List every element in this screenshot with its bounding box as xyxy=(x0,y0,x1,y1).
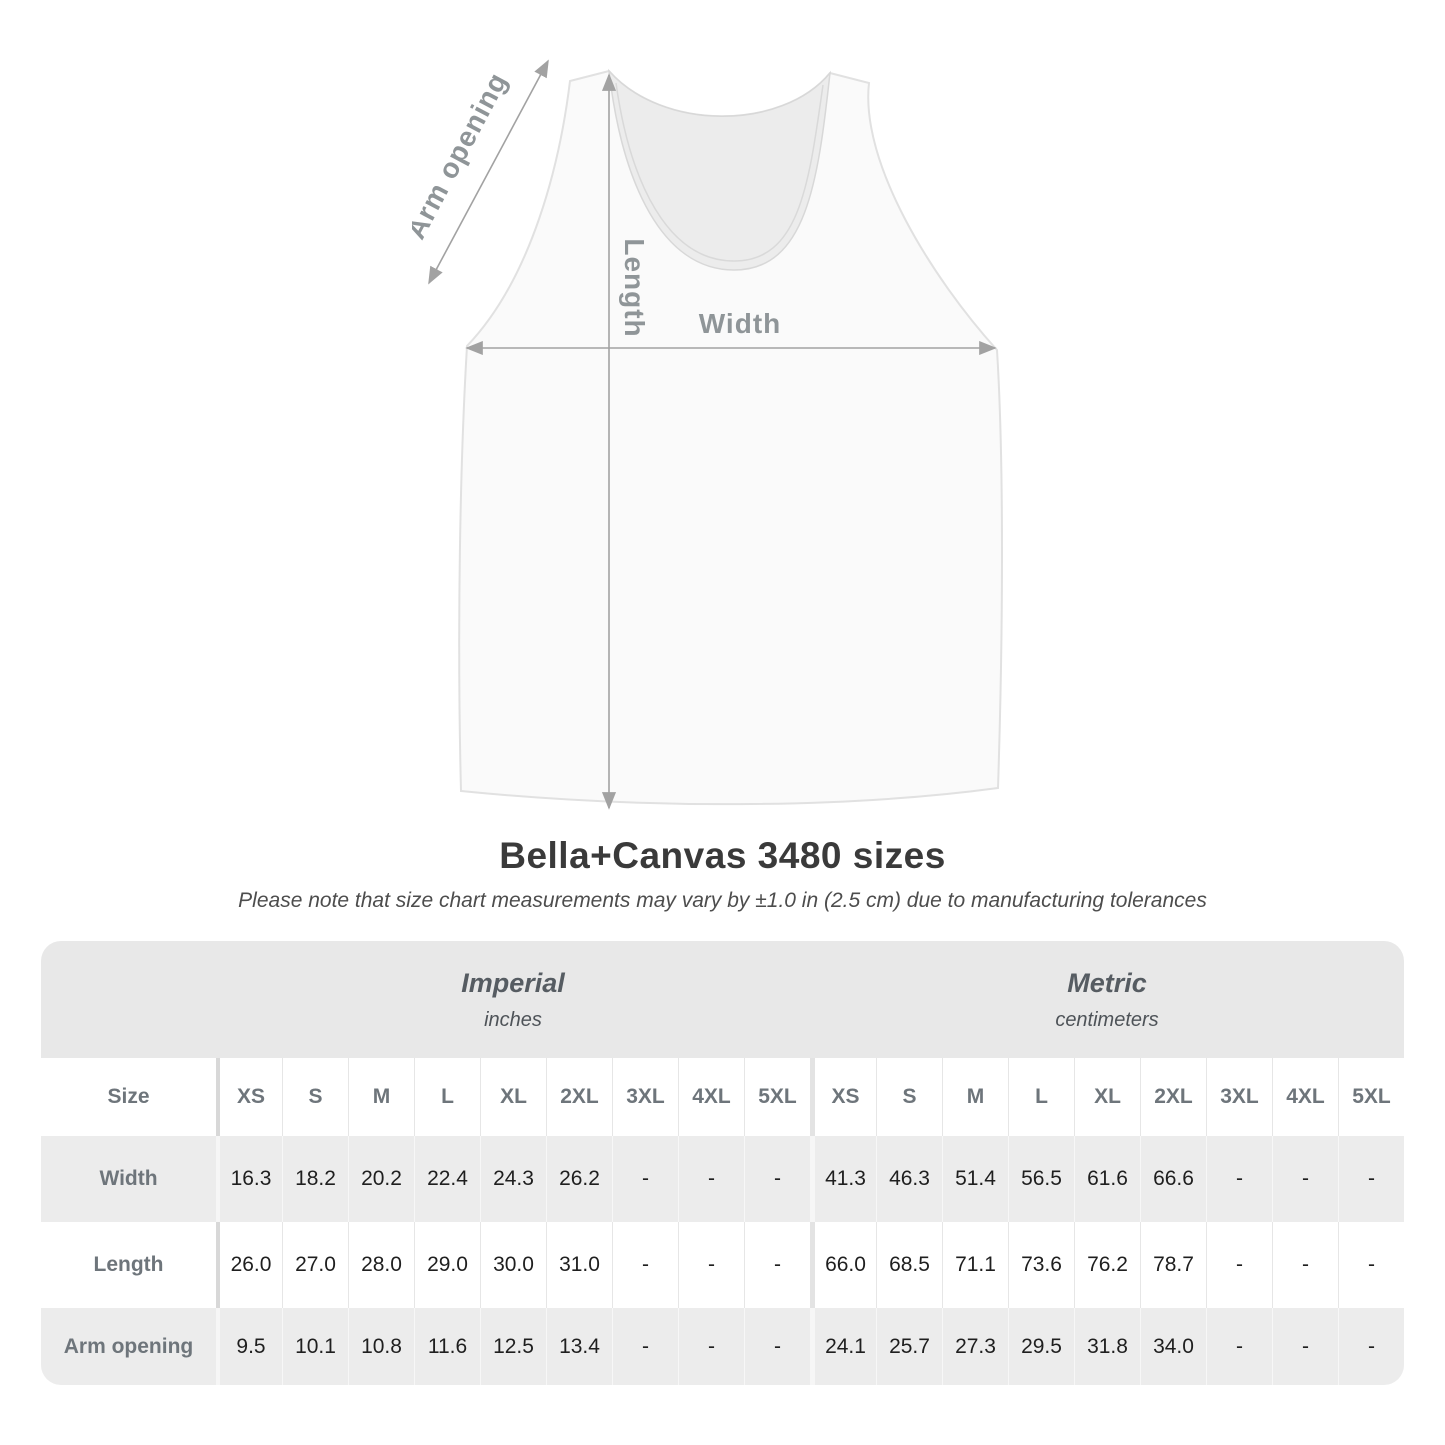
column-header-cell: L xyxy=(1008,1058,1074,1136)
value-cell: 76.2 xyxy=(1074,1222,1140,1308)
column-header-cell: 3XL xyxy=(612,1058,678,1136)
size-table: Imperial inches Metric centimeters Size … xyxy=(41,941,1404,1385)
value-cell: 10.8 xyxy=(348,1308,414,1385)
value-cell: - xyxy=(744,1222,810,1308)
tank-top-illustration: Width Length Arm opening xyxy=(412,59,1003,810)
value-cell: 9.5 xyxy=(216,1308,282,1385)
column-header-cell: XS xyxy=(810,1058,876,1136)
value-cell: 46.3 xyxy=(876,1136,942,1222)
value-cell: 24.1 xyxy=(810,1308,876,1385)
row-label-cell: Length xyxy=(93,1253,164,1276)
length-arrow-label: Length xyxy=(619,238,650,337)
value-cell: 12.5 xyxy=(480,1308,546,1385)
value-cell: 31.8 xyxy=(1074,1308,1140,1385)
row-label-cell: Arm opening xyxy=(63,1334,194,1358)
tank-top-neck-opening xyxy=(607,68,832,271)
value-cell: 68.5 xyxy=(876,1222,942,1308)
row-label-cell: Width xyxy=(99,1167,158,1190)
column-header-cell: 3XL xyxy=(1206,1058,1272,1136)
value-cell: - xyxy=(744,1308,810,1385)
value-cell: 73.6 xyxy=(1008,1222,1074,1308)
value-cell: - xyxy=(1206,1222,1272,1308)
metric-unit: centimeters xyxy=(1055,1008,1159,1031)
page-title: Bella+Canvas 3480 sizes xyxy=(499,835,946,876)
value-cell: 10.1 xyxy=(282,1308,348,1385)
value-cell: 30.0 xyxy=(480,1222,546,1308)
imperial-unit: inches xyxy=(484,1008,542,1031)
column-header-cell: M xyxy=(942,1058,1008,1136)
value-cell: 56.5 xyxy=(1008,1136,1074,1222)
table-corner-size-label: Size xyxy=(107,1085,150,1108)
value-cell: 78.7 xyxy=(1140,1222,1206,1308)
value-cell: 28.0 xyxy=(348,1222,414,1308)
value-cell: 61.6 xyxy=(1074,1136,1140,1222)
value-cell: 24.3 xyxy=(480,1136,546,1222)
value-cell: 66.0 xyxy=(810,1222,876,1308)
tank-top-body xyxy=(458,69,1003,806)
size-header-row: Size XS S M L XL 2XL 3XL 4XL 5XL XS S M … xyxy=(41,1058,1404,1136)
column-header-cell: L xyxy=(414,1058,480,1136)
value-cell: 29.0 xyxy=(414,1222,480,1308)
imperial-name: Imperial xyxy=(461,967,565,998)
value-cell: - xyxy=(1338,1308,1404,1385)
value-cell: 18.2 xyxy=(282,1136,348,1222)
imperial-unit-header: Imperial inches xyxy=(216,941,810,1058)
size-chart-page: Width Length Arm opening Bella+Canvas 34… xyxy=(41,59,1404,1385)
value-cell: 26.2 xyxy=(546,1136,612,1222)
column-header-cell: S xyxy=(876,1058,942,1136)
table-row-length: Length 26.0 27.0 28.0 29.0 30.0 31.0 - -… xyxy=(41,1222,1404,1308)
value-cell: 34.0 xyxy=(1140,1308,1206,1385)
value-cell: - xyxy=(612,1222,678,1308)
neck-binding-trim xyxy=(615,82,824,262)
table-row-width: Width 16.3 18.2 20.2 22.4 24.3 26.2 - - … xyxy=(41,1136,1404,1222)
value-cell: - xyxy=(678,1308,744,1385)
value-cell: 11.6 xyxy=(414,1308,480,1385)
unit-header-band: Imperial inches Metric centimeters xyxy=(41,941,1404,1058)
value-cell: 25.7 xyxy=(876,1308,942,1385)
column-header-cell: XS xyxy=(216,1058,282,1136)
column-header-cell: 5XL xyxy=(744,1058,810,1136)
column-header-cell: 4XL xyxy=(1272,1058,1338,1136)
value-cell: - xyxy=(1338,1136,1404,1222)
column-header-cell: 2XL xyxy=(546,1058,612,1136)
value-cell: 71.1 xyxy=(942,1222,1008,1308)
value-cell: - xyxy=(612,1308,678,1385)
tolerance-note: Please note that size chart measurements… xyxy=(238,889,1207,912)
metric-unit-header: Metric centimeters xyxy=(810,941,1404,1058)
value-cell: 41.3 xyxy=(810,1136,876,1222)
column-header-cell: XL xyxy=(1074,1058,1140,1136)
value-cell: - xyxy=(612,1136,678,1222)
tank-top-svg: Width Length Arm opening xyxy=(412,59,1003,810)
value-cell: 66.6 xyxy=(1140,1136,1206,1222)
arm-opening-arrow xyxy=(428,59,549,285)
value-cell: 27.3 xyxy=(942,1308,1008,1385)
value-cell: 13.4 xyxy=(546,1308,612,1385)
value-cell: - xyxy=(678,1222,744,1308)
value-cell: - xyxy=(1206,1308,1272,1385)
value-cell: - xyxy=(1338,1222,1404,1308)
column-header-cell: 5XL xyxy=(1338,1058,1404,1136)
value-cell: 20.2 xyxy=(348,1136,414,1222)
value-cell: 31.0 xyxy=(546,1222,612,1308)
column-header-cell: 4XL xyxy=(678,1058,744,1136)
value-cell: - xyxy=(1272,1222,1338,1308)
value-cell: - xyxy=(744,1136,810,1222)
width-arrow-label: Width xyxy=(699,308,782,339)
value-cell: 51.4 xyxy=(942,1136,1008,1222)
value-cell: 16.3 xyxy=(216,1136,282,1222)
value-cell: - xyxy=(1272,1136,1338,1222)
column-header-cell: XL xyxy=(480,1058,546,1136)
value-cell: 27.0 xyxy=(282,1222,348,1308)
column-header-cell: 2XL xyxy=(1140,1058,1206,1136)
value-cell: 29.5 xyxy=(1008,1308,1074,1385)
value-cell: - xyxy=(1272,1308,1338,1385)
value-cell: - xyxy=(1206,1136,1272,1222)
value-cell: - xyxy=(678,1136,744,1222)
column-header-cell: M xyxy=(348,1058,414,1136)
value-cell: 22.4 xyxy=(414,1136,480,1222)
metric-name: Metric xyxy=(1067,967,1147,998)
column-header-cell: S xyxy=(282,1058,348,1136)
value-cell: 26.0 xyxy=(216,1222,282,1308)
table-row-arm-opening: Arm opening 9.5 10.1 10.8 11.6 12.5 13.4… xyxy=(41,1308,1404,1385)
